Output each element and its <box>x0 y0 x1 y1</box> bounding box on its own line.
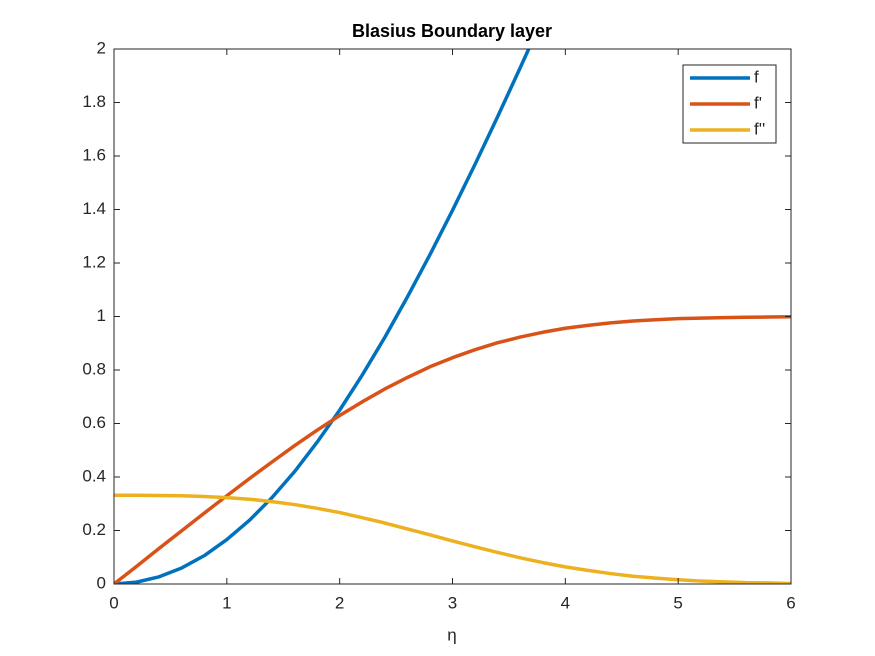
series-line <box>114 315 791 584</box>
x-tick-label: 5 <box>673 593 682 612</box>
legend-label: f' <box>754 93 762 112</box>
x-tick-label: 1 <box>222 593 231 612</box>
x-tick-label: 0 <box>109 593 118 612</box>
x-axis-label: η <box>447 625 456 644</box>
y-tick-label: 0.6 <box>82 413 106 432</box>
y-tick-label: 1.2 <box>82 252 106 271</box>
x-tick-label: 3 <box>448 593 457 612</box>
x-tick-label: 2 <box>335 593 344 612</box>
y-tick-label: 1.8 <box>82 92 106 111</box>
y-tick-label: 2 <box>97 38 106 57</box>
y-tick-label: 0.4 <box>82 466 106 485</box>
series-line <box>114 49 531 584</box>
x-tick-label: 4 <box>561 593 570 612</box>
y-tick-label: 0 <box>97 573 106 592</box>
y-tick-label: 0.2 <box>82 520 106 539</box>
legend-label: f'' <box>754 119 765 138</box>
y-tick-label: 1 <box>97 306 106 325</box>
y-tick-label: 0.8 <box>82 359 106 378</box>
y-tick-label: 1.4 <box>82 199 106 218</box>
legend-label: f <box>754 67 759 86</box>
y-tick-label: 1.6 <box>82 145 106 164</box>
chart-title: Blasius Boundary layer <box>352 21 552 41</box>
x-tick-label: 6 <box>786 593 795 612</box>
